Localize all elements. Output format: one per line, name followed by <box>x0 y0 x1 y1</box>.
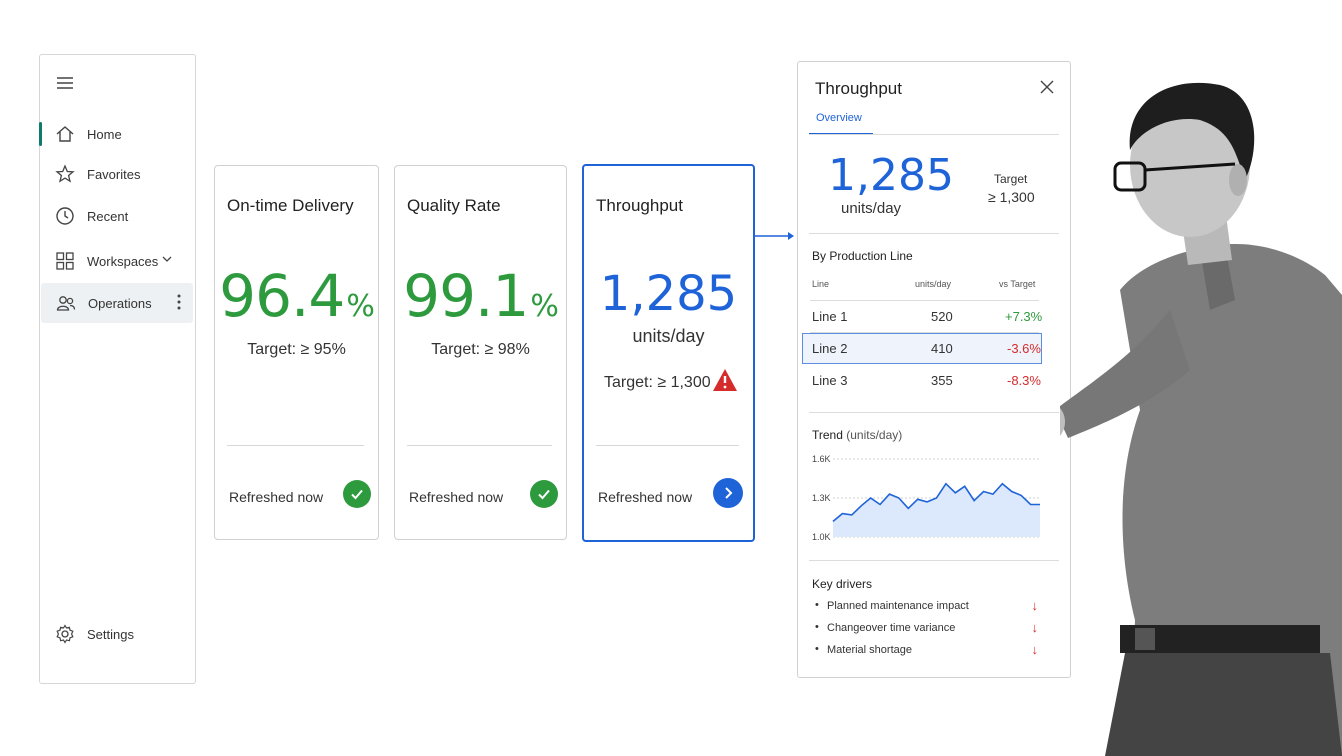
sidebar-item-recent[interactable]: Recent <box>40 196 195 236</box>
divider <box>407 445 552 446</box>
chevron-down-icon[interactable] <box>161 253 173 268</box>
row-vs-target: -8.3% <box>1007 373 1041 388</box>
close-icon[interactable] <box>1040 80 1054 94</box>
divider <box>596 445 739 446</box>
row-vs-target: -3.6% <box>1007 341 1041 356</box>
trend-chart: 1.6K 1.3K 1.0K <box>812 454 1040 542</box>
panel-kpi-value: 1,285 <box>828 150 954 201</box>
chevron-right-icon[interactable] <box>713 478 743 508</box>
table-row-selected[interactable]: Line 2 410 -3.6% <box>802 333 1042 364</box>
sidebar-item-workspaces[interactable]: Workspaces <box>40 241 195 281</box>
divider <box>810 332 1039 333</box>
refreshed-status: Refreshed now <box>409 489 504 505</box>
y-tick-label: 1.0K <box>812 532 831 542</box>
card-title: On-time Delivery <box>227 196 354 215</box>
person-photo <box>1060 82 1342 756</box>
trend-area <box>833 483 1040 537</box>
divider <box>227 445 364 446</box>
row-units: 520 <box>931 309 953 324</box>
check-circle-icon <box>530 480 558 508</box>
divider <box>809 560 1059 561</box>
row-vs-target: +7.3% <box>1005 309 1043 324</box>
panel-target-value: ≥ 1,300 <box>988 189 1035 205</box>
row-units: 355 <box>931 373 953 388</box>
row-line: Line 2 <box>812 341 848 356</box>
throughput-detail-panel: Throughput Overview 1,285 units/day Targ… <box>797 61 1071 678</box>
gear-icon <box>55 624 75 644</box>
kpi-card-throughput[interactable]: Throughput 1,285 units/day Target: ≥ 1,3… <box>582 164 755 542</box>
table-row[interactable]: Line 1 520 +7.3% <box>803 302 1043 331</box>
sidebar-item-label: Workspaces <box>87 253 159 269</box>
sidebar-item-label: Operations <box>88 295 152 311</box>
y-tick-label: 1.6K <box>812 454 831 464</box>
kpi-target: Target: ≥ 95% <box>247 341 346 358</box>
sidebar-item-operations[interactable]: Operations <box>41 283 193 323</box>
card-title: Quality Rate <box>407 196 501 215</box>
divider <box>810 300 1039 301</box>
home-icon <box>55 124 75 144</box>
kpi-card-quality-rate[interactable]: Quality Rate 99.1% Target: ≥ 98% Refresh… <box>394 165 567 540</box>
kpi-value: 99.1% <box>403 262 559 330</box>
sidebar-item-label: Home <box>87 126 122 142</box>
card-title: Throughput <box>596 196 683 215</box>
list-item: • Changeover time variance ↓ <box>815 620 1039 635</box>
panel-title: Throughput <box>815 79 902 98</box>
people-icon <box>56 293 76 313</box>
table-row[interactable]: Line 3 355 -8.3% <box>803 366 1041 395</box>
section-title-key-drivers: Key drivers <box>812 577 873 591</box>
table-header-vs-target: vs Target <box>999 279 1036 289</box>
row-units: 410 <box>931 341 953 356</box>
table-header-units: units/day <box>915 279 952 289</box>
kpi-target: Target: ≥ 1,300 <box>604 374 711 391</box>
grid-icon <box>55 251 75 271</box>
arrow-down-icon: ↓ <box>1031 598 1039 613</box>
divider <box>809 412 1059 413</box>
list-item: • Planned maintenance impact ↓ <box>815 598 1039 613</box>
sidebar-item-settings[interactable]: Settings <box>40 614 195 654</box>
sidebar-item-label: Favorites <box>87 166 141 182</box>
sidebar-item-label: Settings <box>87 626 134 642</box>
list-item: • Material shortage ↓ <box>815 642 1039 657</box>
divider <box>809 134 1059 135</box>
clock-icon <box>55 206 75 226</box>
tab-overview[interactable]: Overview <box>816 112 862 124</box>
connector-arrow-icon <box>755 229 797 247</box>
star-icon <box>55 164 75 184</box>
panel-target-label: Target <box>994 172 1028 186</box>
kpi-unit: units/day <box>632 326 705 346</box>
section-title-production-lines: By Production Line <box>812 249 913 263</box>
divider <box>809 233 1059 234</box>
panel-kpi-unit: units/day <box>841 200 902 217</box>
row-line: Line 1 <box>812 309 848 324</box>
sidebar-item-label: Recent <box>87 208 129 224</box>
row-line: Line 3 <box>812 373 848 388</box>
section-title-trend: Trend (units/day) <box>812 428 903 442</box>
kpi-card-on-time-delivery[interactable]: On-time Delivery 96.4% Target: ≥ 95% Ref… <box>214 165 379 540</box>
refreshed-status: Refreshed now <box>229 489 324 505</box>
sidebar-item-favorites[interactable]: Favorites <box>40 154 195 194</box>
table-header-line: Line <box>812 279 830 289</box>
sidebar: Home Favorites Recent Workspaces Operati… <box>39 54 196 684</box>
kpi-target: Target: ≥ 98% <box>431 341 530 358</box>
trend-line <box>832 482 1040 523</box>
y-tick-label: 1.3K <box>812 493 831 503</box>
kpi-value: 1,285 <box>599 266 738 322</box>
refreshed-status: Refreshed now <box>598 489 693 505</box>
kpi-value: 96.4% <box>219 262 375 330</box>
sidebar-item-home[interactable]: Home <box>39 114 195 154</box>
arrow-down-icon: ↓ <box>1031 642 1039 657</box>
check-circle-icon <box>343 480 371 508</box>
warning-icon <box>712 368 738 397</box>
hamburger-menu-icon[interactable] <box>56 75 74 91</box>
more-options-icon[interactable] <box>177 293 181 312</box>
arrow-down-icon: ↓ <box>1031 620 1039 635</box>
